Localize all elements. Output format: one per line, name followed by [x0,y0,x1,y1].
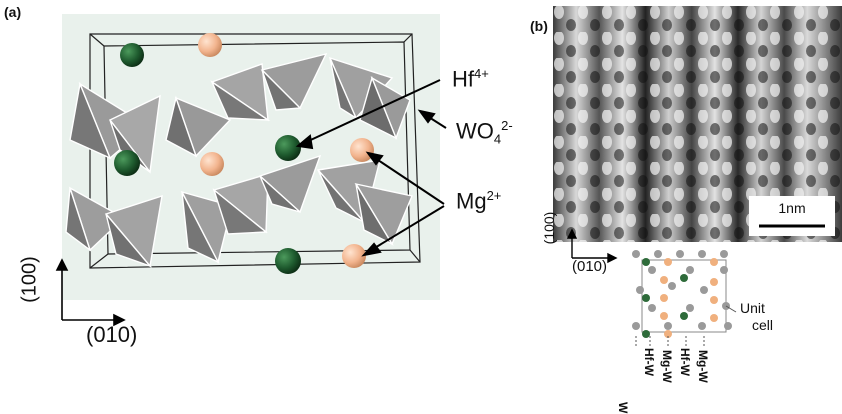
panel-a-axes [55,258,126,327]
wo4-tetrahedra [65,52,413,268]
panel-a-axis-vertical: (100) [18,256,41,303]
scale-bar-box [749,196,835,236]
w-atoms [632,250,732,330]
unit-cell-label-line1: Unit [740,300,765,316]
panel-b-axes [566,228,618,264]
hf-label: Hf4+ [452,66,489,92]
column-label-hf-w-1: Hf-W [642,348,656,376]
mg-label: Mg2+ [456,188,502,214]
column-label-hf-w-2: Hf-W [678,348,692,376]
column-labels: W Hf-W Mg-W Hf-W Mg-W [616,346,740,413]
panel-a-axis-vertical-wrap: (100) [18,240,41,320]
unit-cell-label: Unit cell [740,300,773,334]
panel-b-label: (b) [530,18,548,34]
unit-cell-schematic [632,250,737,346]
column-label-w: W [616,402,630,414]
crystal-structure-figure [55,14,447,327]
panel-b-axis-vertical: (100) [541,211,557,245]
label-arrows [295,79,447,257]
mg-atoms [660,258,718,338]
panel-b-axis-horizontal: (010) [572,258,608,275]
hf-ions [114,43,301,274]
hf-atoms [642,258,688,338]
hrtem-image [553,6,842,242]
panel-a-axis-horizontal: (010) [86,322,138,347]
wo4-label: WO42- [456,118,513,147]
column-label-mg-w-1: Mg-W [660,350,674,383]
unit-cell-frame [89,33,421,269]
column-label-mg-w-2: Mg-W [696,350,710,383]
mg-ions [198,33,374,268]
panel-a-label: (a) [4,4,22,20]
panel-b-axis-vertical-wrap: (100) [528,212,568,245]
unit-cell-label-line2: cell [752,317,774,333]
scale-bar-label: 1nm [778,200,806,216]
